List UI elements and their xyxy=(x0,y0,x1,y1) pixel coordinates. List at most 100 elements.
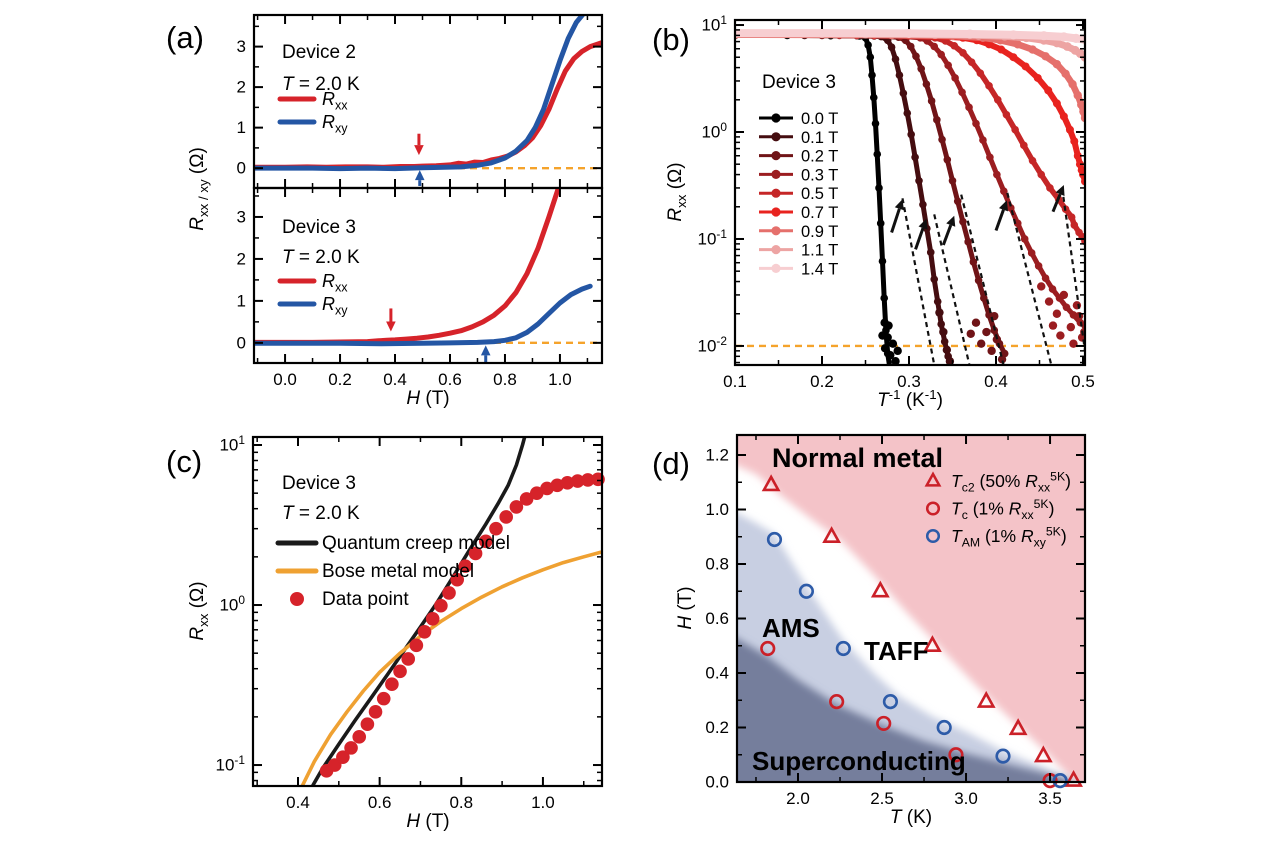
svg-text:Tc2 (50% Rxx5K): Tc2 (50% Rxx5K) xyxy=(951,469,1071,494)
svg-text:10-1: 10-1 xyxy=(216,753,246,774)
series-Rxx-Device-3 xyxy=(254,188,562,345)
svg-text:Device 2: Device 2 xyxy=(282,42,356,63)
svg-text:0.6: 0.6 xyxy=(438,370,462,389)
svg-text:AMS: AMS xyxy=(762,613,820,643)
svg-text:0.9 T: 0.9 T xyxy=(801,223,838,241)
svg-text:0.3 T: 0.3 T xyxy=(801,166,838,184)
svg-text:0.5: 0.5 xyxy=(1071,372,1095,391)
legend-b: 0.0 T0.1 T0.2 T0.3 T0.5 T0.7 T0.9 T1.1 T… xyxy=(759,110,838,278)
svg-text:2: 2 xyxy=(237,249,246,268)
svg-text:1: 1 xyxy=(237,291,246,310)
svg-text:2.5: 2.5 xyxy=(870,789,894,808)
svg-text:Rxy: Rxy xyxy=(322,294,348,318)
svg-text:Rxy: Rxy xyxy=(322,112,348,136)
svg-text:H (T): H (T) xyxy=(406,811,449,832)
svg-text:1: 1 xyxy=(237,118,246,137)
svg-text:3: 3 xyxy=(237,207,246,226)
axis-frame xyxy=(251,435,604,788)
region-superconducting xyxy=(737,638,1070,782)
svg-text:1.4 T: 1.4 T xyxy=(801,260,838,278)
svg-text:(b): (b) xyxy=(652,22,690,57)
svg-text:1.0: 1.0 xyxy=(531,793,555,812)
svg-text:TAM (1% Rxy5K): TAM (1% Rxy5K) xyxy=(951,524,1067,549)
svg-text:0.2 T: 0.2 T xyxy=(801,148,838,166)
svg-text:Normal metal: Normal metal xyxy=(772,443,943,473)
svg-text:Quantum creep model: Quantum creep model xyxy=(322,533,510,554)
svg-text:0.4: 0.4 xyxy=(383,370,407,389)
svg-text:1.0: 1.0 xyxy=(548,370,572,389)
svg-text:3.0: 3.0 xyxy=(954,789,978,808)
svg-text:0.0: 0.0 xyxy=(273,370,297,389)
series-Rxy-Device-2 xyxy=(254,15,586,172)
svg-text:0.0 T: 0.0 T xyxy=(801,110,838,128)
svg-text:H (T): H (T) xyxy=(675,586,696,629)
svg-text:0.8: 0.8 xyxy=(449,793,473,812)
svg-text:Device 3: Device 3 xyxy=(282,217,356,238)
svg-text:0.3: 0.3 xyxy=(897,372,921,391)
panel-a-bot: 0.0 0.2 0.4 0.6 0.8 1.0 0 1 2 3 H (T) Device 3 T = 2… xyxy=(237,186,604,409)
axis-frame xyxy=(735,433,1087,784)
svg-text:101: 101 xyxy=(219,433,245,454)
series-0.3-T xyxy=(735,32,1085,329)
svg-text:2: 2 xyxy=(237,78,246,97)
svg-text:0: 0 xyxy=(237,159,246,178)
svg-text:Rxx: Rxx xyxy=(322,89,348,113)
svg-text:10-1: 10-1 xyxy=(698,227,728,248)
svg-text:3: 3 xyxy=(237,37,246,56)
svg-text:0.6: 0.6 xyxy=(705,609,729,628)
svg-text:Device 3: Device 3 xyxy=(282,473,356,494)
svg-text:0.4: 0.4 xyxy=(984,372,1008,391)
svg-text:0.1: 0.1 xyxy=(723,372,747,391)
axis-frame xyxy=(733,18,1087,367)
svg-text:1.1 T: 1.1 T xyxy=(801,242,838,260)
svg-text:(d): (d) xyxy=(652,446,690,481)
panel-c: 0.4 0.6 0.8 1.0 101 100 10-1 H (T) Rxx (Ω) Device… xyxy=(187,433,605,832)
legend-d: Tc2 (50% Rxx5K) Tc (1% Rxx5K)TAM (1% Rxy5… xyxy=(924,469,1071,550)
svg-text:Tc (1% Rxx5K): Tc (1% Rxx5K) xyxy=(951,497,1054,522)
svg-text:2.0: 2.0 xyxy=(786,789,810,808)
svg-text:0: 0 xyxy=(237,333,246,352)
svg-text:0.8: 0.8 xyxy=(493,370,517,389)
marks-TAM xyxy=(766,531,1068,789)
svg-text:0.6: 0.6 xyxy=(368,793,392,812)
svg-text:T = 2.0 K: T = 2.0 K xyxy=(282,74,360,95)
svg-text:Rxx (Ω): Rxx (Ω) xyxy=(665,162,689,221)
svg-text:T = 2.0 K: T = 2.0 K xyxy=(282,247,360,268)
svg-text:T (K): T (K) xyxy=(890,807,932,828)
svg-text:0.2: 0.2 xyxy=(705,718,729,737)
svg-text:Device 3: Device 3 xyxy=(762,72,836,93)
svg-text:Data point: Data point xyxy=(322,589,409,610)
svg-text:Rxx: Rxx xyxy=(322,271,348,295)
svg-text:T-1 (K-1): T-1 (K-1) xyxy=(877,387,943,411)
svg-text:0.5 T: 0.5 T xyxy=(801,185,838,203)
svg-text:101: 101 xyxy=(701,13,727,34)
svg-text:3.5: 3.5 xyxy=(1038,789,1062,808)
svg-text:(a): (a) xyxy=(166,20,204,55)
svg-text:0.2: 0.2 xyxy=(328,370,352,389)
svg-text:Superconducting: Superconducting xyxy=(752,746,966,776)
svg-text:0.1 T: 0.1 T xyxy=(801,129,838,147)
svg-text:10-2: 10-2 xyxy=(698,334,728,355)
svg-text:Bose metal model: Bose metal model xyxy=(322,561,474,582)
marks-Tc2 xyxy=(761,474,1083,787)
svg-text:100: 100 xyxy=(701,120,727,141)
panel-d: 2.0 2.5 3.0 3.5 0.0 0.2 0.4 0.6 0.8 1.0 1.2 T (K) H … xyxy=(675,433,1087,828)
svg-text:0.8: 0.8 xyxy=(705,555,729,574)
svg-text:0.4: 0.4 xyxy=(705,664,729,683)
panel-b: 0.1 0.2 0.3 0.4 0.5 101 100 10-1 10-2 T-1 (K-1) Rx… xyxy=(665,13,1095,411)
svg-text:Rxx (Ω): Rxx (Ω) xyxy=(187,581,211,640)
svg-text:Rxx / xy (Ω): Rxx / xy (Ω) xyxy=(187,147,211,231)
series-Bose-metal-model xyxy=(300,550,602,786)
svg-text:TAFF: TAFF xyxy=(864,636,929,666)
marks-Data-point xyxy=(319,472,605,778)
svg-text:T = 2.0 K: T = 2.0 K xyxy=(282,503,360,524)
svg-text:0.7 T: 0.7 T xyxy=(801,204,838,222)
svg-text:0.2: 0.2 xyxy=(810,372,834,391)
legend-c: Quantum creep model Bose metal model Data … xyxy=(275,533,510,610)
svg-text:H (T): H (T) xyxy=(406,388,449,409)
svg-text:100: 100 xyxy=(219,593,245,614)
